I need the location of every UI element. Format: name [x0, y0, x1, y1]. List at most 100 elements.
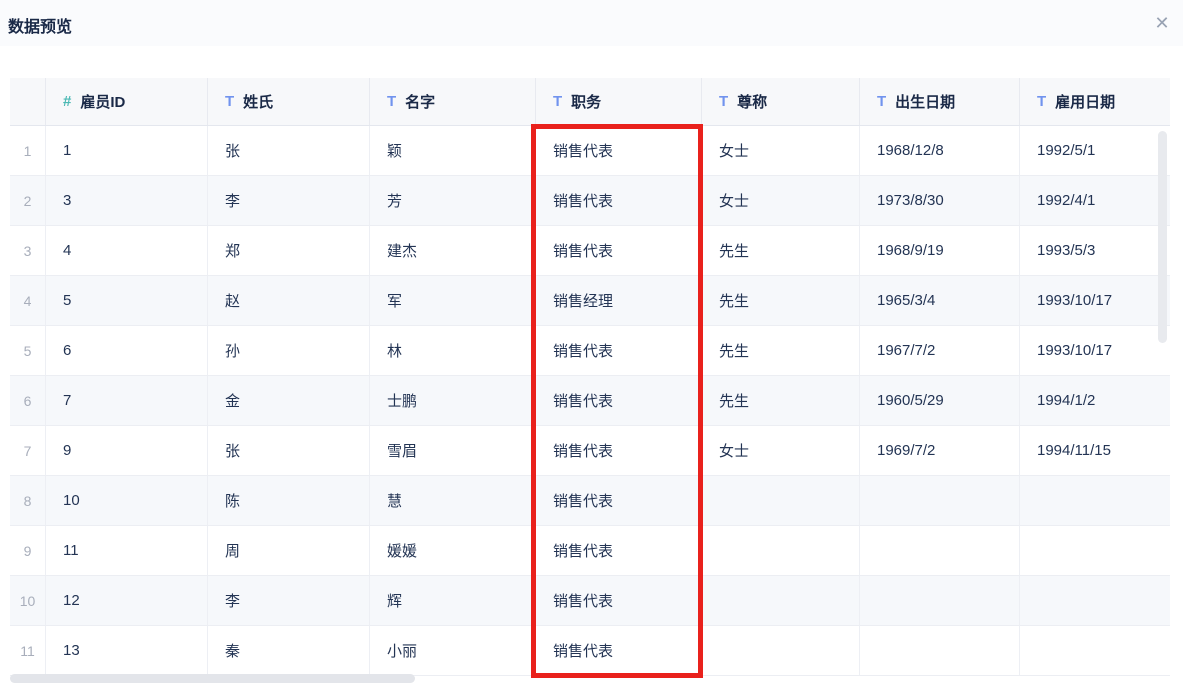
close-button[interactable]: ✕: [1149, 10, 1175, 36]
column-header-birth-date[interactable]: T 出生日期: [860, 78, 1020, 125]
table-cell-honorific: [702, 576, 860, 625]
table-row: 10 12 李辉销售代表: [10, 576, 1170, 626]
table-cell-honorific: [702, 476, 860, 525]
table-cell-hire-date: 1993/5/3: [1037, 242, 1096, 259]
horizontal-scrollbar-thumb[interactable]: [10, 674, 415, 683]
column-header-employee-id[interactable]: # 雇员ID: [46, 78, 208, 125]
table-header-row: # 雇员ID T 姓氏 T 名字 T 职务 T 尊称 T 出生日期 T 雇用日期: [10, 78, 1170, 126]
table-cell-employee-id: 6: [46, 326, 208, 375]
page-title: 数据预览: [8, 19, 73, 36]
text-type-icon: T: [1037, 93, 1047, 110]
table-cell-hire-date: 1993/10/17: [1037, 292, 1113, 309]
vertical-scrollbar-thumb[interactable]: [1158, 131, 1167, 343]
table-cell-job-title: 销售代表: [536, 326, 702, 375]
row-number: 5: [10, 326, 46, 375]
table-cell-job-title: 销售代表: [536, 576, 702, 625]
table-cell-job-title: 销售代表: [536, 376, 702, 425]
row-number: 9: [10, 526, 46, 575]
table-cell-employee-id: 5: [46, 276, 208, 325]
table-cell-honorific: [702, 526, 860, 575]
table-row: 8 10 陈慧销售代表: [10, 476, 1170, 526]
table-row: 4 5 赵军销售经理 先生 1965/3/4 1993/10/17: [10, 276, 1170, 326]
table-cell-birth-date: 1965/3/4: [860, 276, 1020, 325]
table-cell-honorific: 女士: [702, 176, 860, 225]
column-header-hire-date[interactable]: T 雇用日期: [1020, 78, 1170, 125]
numeric-type-icon: #: [63, 93, 72, 110]
table-cell-employee-id: 13: [46, 626, 208, 675]
table-cell-employee-id: 3: [46, 176, 208, 225]
table-cell-first-name: 林: [370, 326, 536, 375]
table-cell-job-title: 销售代表: [536, 626, 702, 675]
table-cell-job-title: 销售代表: [536, 226, 702, 275]
column-header-honorific[interactable]: T 尊称: [702, 78, 860, 125]
table-cell-first-name: 建杰: [370, 226, 536, 275]
row-number: 1: [10, 126, 46, 175]
table-cell-employee-id: 1: [46, 126, 208, 175]
table-cell-employee-id: 4: [46, 226, 208, 275]
modal-title-bar: [0, 0, 1183, 46]
row-number-header: [10, 78, 46, 125]
table-cell-job-title: 销售代表: [536, 476, 702, 525]
table-cell-employee-id: 11: [46, 526, 208, 575]
column-header-label: 姓氏: [243, 94, 274, 111]
column-header-label: 名字: [405, 94, 436, 111]
table-cell-job-title: 销售代表: [536, 426, 702, 475]
table-cell-hire-date: [1020, 576, 1170, 625]
table-cell-employee-id: 12: [46, 576, 208, 625]
table-cell-birth-date: [860, 576, 1020, 625]
table-cell-birth-date: 1968/12/8: [860, 126, 1020, 175]
table-row: 11 13 秦小丽 销售代表: [10, 626, 1170, 676]
table-cell-birth-date: 1969/7/2: [860, 426, 1020, 475]
table-cell-first-name: 颖: [370, 126, 536, 175]
column-header-label: 雇用日期: [1055, 94, 1116, 111]
table-cell-first-name: 小丽: [370, 626, 536, 675]
row-number: 10: [10, 576, 46, 625]
table-cell-last-name: 张: [208, 126, 370, 175]
table-cell-last-name: 张: [208, 426, 370, 475]
row-number: 2: [10, 176, 46, 225]
table-cell-hire-date: 1994/1/2: [1037, 392, 1096, 409]
table-cell-honorific: 女士: [702, 426, 860, 475]
column-header-last-name[interactable]: T 姓氏: [208, 78, 370, 125]
row-number: 8: [10, 476, 46, 525]
row-number: 4: [10, 276, 46, 325]
table-cell-job-title: 销售代表: [536, 526, 702, 575]
table-cell-last-name: 秦: [208, 626, 370, 675]
table-cell-birth-date: 1967/7/2: [860, 326, 1020, 375]
table-cell-hire-date: [1020, 476, 1170, 525]
table-cell-hire-date: 1992/5/1: [1037, 142, 1096, 159]
table-cell-job-title: 销售代表: [536, 176, 702, 225]
data-preview-table: # 雇员ID T 姓氏 T 名字 T 职务 T 尊称 T 出生日期 T 雇用日期 1 1 张颖销售代表 女士 19…: [10, 78, 1170, 678]
table-cell-last-name: 孙: [208, 326, 370, 375]
column-header-label: 出生日期: [895, 94, 956, 111]
column-header-job-title[interactable]: T 职务: [536, 78, 702, 125]
column-header-first-name[interactable]: T 名字: [370, 78, 536, 125]
table-cell-last-name: 周: [208, 526, 370, 575]
table-cell-honorific: 女士: [702, 126, 860, 175]
table-cell-hire-date: 1994/11/15: [1037, 442, 1111, 459]
table-cell-first-name: 慧: [370, 476, 536, 525]
table-cell-employee-id: 7: [46, 376, 208, 425]
text-type-icon: T: [387, 93, 397, 110]
table-cell-birth-date: 1973/8/30: [860, 176, 1020, 225]
table-cell-honorific: [702, 626, 860, 675]
row-number: 7: [10, 426, 46, 475]
table-cell-last-name: 李: [208, 176, 370, 225]
text-type-icon: T: [877, 93, 887, 110]
table-cell-hire-date: [1020, 626, 1170, 675]
table-cell-last-name: 赵: [208, 276, 370, 325]
table-cell-last-name: 金: [208, 376, 370, 425]
table-row: 1 1 张颖销售代表 女士 1968/12/8 1992/5/1: [10, 126, 1170, 176]
table-cell-birth-date: [860, 476, 1020, 525]
table-cell-honorific: 先生: [702, 226, 860, 275]
table-cell-honorific: 先生: [702, 376, 860, 425]
table-cell-employee-id: 9: [46, 426, 208, 475]
table-cell-birth-date: [860, 626, 1020, 675]
text-type-icon: T: [225, 93, 235, 110]
table-cell-first-name: 雪眉: [370, 426, 536, 475]
row-number: 3: [10, 226, 46, 275]
table-cell-first-name: 芳: [370, 176, 536, 225]
table-row: 2 3 李芳销售代表 女士 1973/8/30 1992/4/1: [10, 176, 1170, 226]
table-body: 1 1 张颖销售代表 女士 1968/12/8 1992/5/1 2 3 李芳销售代表 女士 197…: [10, 126, 1170, 676]
column-header-label: 职务: [571, 94, 602, 111]
